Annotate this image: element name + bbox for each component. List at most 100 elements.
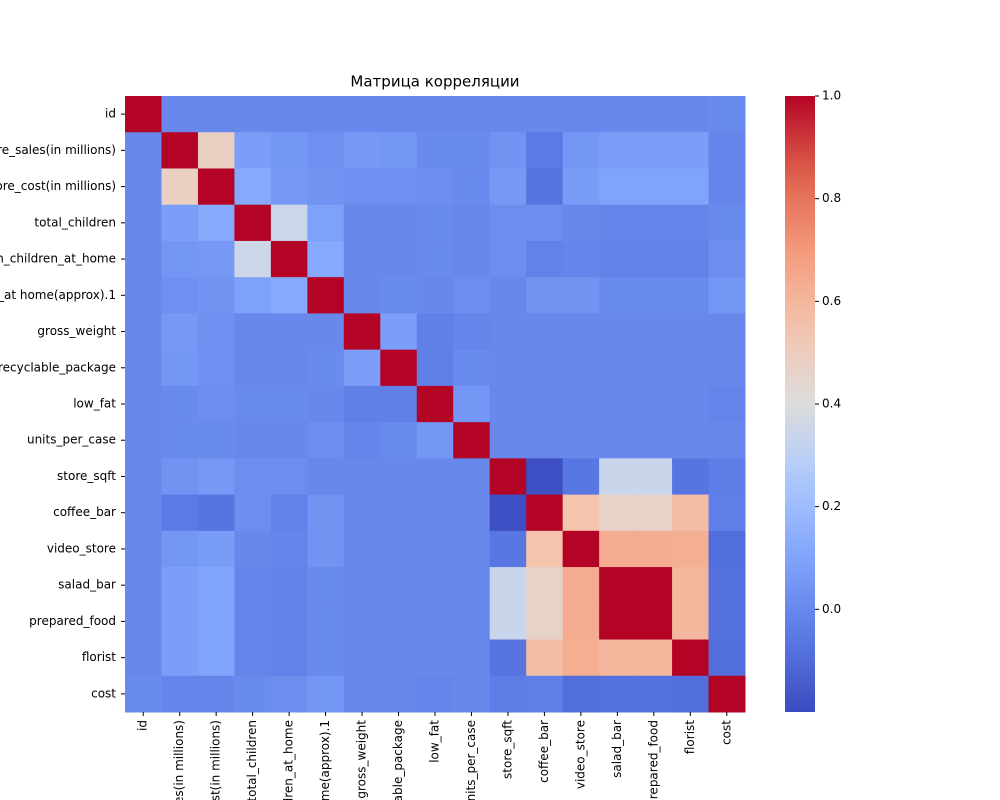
heatmap-cell [380,132,418,169]
heatmap-cell [708,675,746,713]
heatmap-cell [599,639,637,677]
heatmap-cell [672,458,710,496]
heatmap-cell [380,603,418,641]
heatmap-cell [672,639,710,677]
heatmap-cell [672,567,710,604]
heatmap-cell [234,349,272,387]
x-tick-label: low_fat [428,720,442,763]
heatmap-cell [343,385,381,423]
heatmap-cell [672,204,710,242]
heatmap-cell [234,385,272,423]
y-tick-label: store_sqft [57,469,116,483]
heatmap-cell [562,240,600,278]
y-tick-label: num_children_at_home [0,252,116,266]
heatmap-cell [416,96,454,133]
heatmap-cell [672,277,710,314]
heatmap-cell [562,132,600,169]
heatmap-cell [197,385,235,423]
heatmap-cell [453,240,491,278]
heatmap-cell [380,494,418,532]
heatmap-cell [708,385,746,423]
heatmap-cell [489,385,527,423]
heatmap-cell [125,132,162,169]
heatmap-cell [562,168,600,206]
y-tick-label: salad_bar [58,578,116,592]
heatmap-cell [708,458,746,496]
heatmap-cell [125,277,162,314]
heatmap-cell [197,458,235,496]
heatmap-cell [635,422,673,459]
heatmap-cell [161,132,199,169]
heatmap-cell [708,349,746,387]
heatmap-cell [453,567,491,604]
heatmap-cell [270,96,308,133]
heatmap-cell [161,603,199,641]
heatmap-cell [270,313,308,351]
heatmap-cell [453,132,491,169]
heatmap-cell [416,639,454,677]
y-tick-label: total_children [34,215,116,229]
heatmap-cell [125,458,162,496]
heatmap-cell [453,458,491,496]
y-tick-label: video_store [47,541,116,555]
x-tick-label: cost [719,720,733,745]
heatmap-cell [125,168,162,206]
heatmap-cell [125,422,162,459]
heatmap-cell [526,277,564,314]
heatmap-cell [270,494,308,532]
heatmap-cell [161,349,199,387]
heatmap-cell [125,675,162,713]
heatmap-cell [343,349,381,387]
heatmap-cell [708,422,746,459]
heatmap-cell [635,567,673,604]
heatmap-cell [343,277,381,314]
heatmap-cell [270,277,308,314]
y-tick-label: id [105,107,116,121]
colorbar-tick-label: 0.4 [822,397,841,411]
heatmap-cell [416,385,454,423]
heatmap-cell [416,530,454,568]
heatmap-cell [307,349,345,387]
heatmap-cell [270,349,308,387]
heatmap-cell [562,204,600,242]
y-tick-label: florist [82,650,116,664]
y-tick-label: recyclable_package [0,360,116,374]
heatmap-cell [343,422,381,459]
heatmap-cell [526,639,564,677]
heatmap-cell [672,240,710,278]
heatmap-cell [526,385,564,423]
heatmap-cell [161,567,199,604]
heatmap-cell [489,530,527,568]
heatmap-cell [635,385,673,423]
heatmap-cell [416,494,454,532]
x-tick-label: prepared_food [646,720,660,800]
heatmap-cell [562,603,600,641]
heatmap-cell [708,96,746,133]
heatmap-cell [708,639,746,677]
heatmap-cell [453,204,491,242]
heatmap-cell [489,96,527,133]
heatmap-cell [197,349,235,387]
y-tick-label: store_sales(in millions) [0,143,116,157]
heatmap-cell [234,168,272,206]
heatmap-cell [599,240,637,278]
heatmap-cell [270,132,308,169]
heatmap-cell [161,96,199,133]
heatmap-cell [708,313,746,351]
heatmap-cell [416,458,454,496]
heatmap-cell [489,168,527,206]
heatmap-cell [672,96,710,133]
heatmap-cell [343,132,381,169]
heatmap-cell [453,494,491,532]
heatmap-cell [270,675,308,713]
colorbar-tick-label: 1.0 [822,89,841,103]
heatmap-cell [161,494,199,532]
heatmap-cell [416,204,454,242]
heatmap-cell [161,675,199,713]
heatmap-cell [672,675,710,713]
heatmap-cell [380,639,418,677]
heatmap-cell [380,204,418,242]
heatmap-cell [453,349,491,387]
x-tick-label: total_children [245,720,259,800]
colorbar-tick-label: 0.0 [822,602,841,616]
